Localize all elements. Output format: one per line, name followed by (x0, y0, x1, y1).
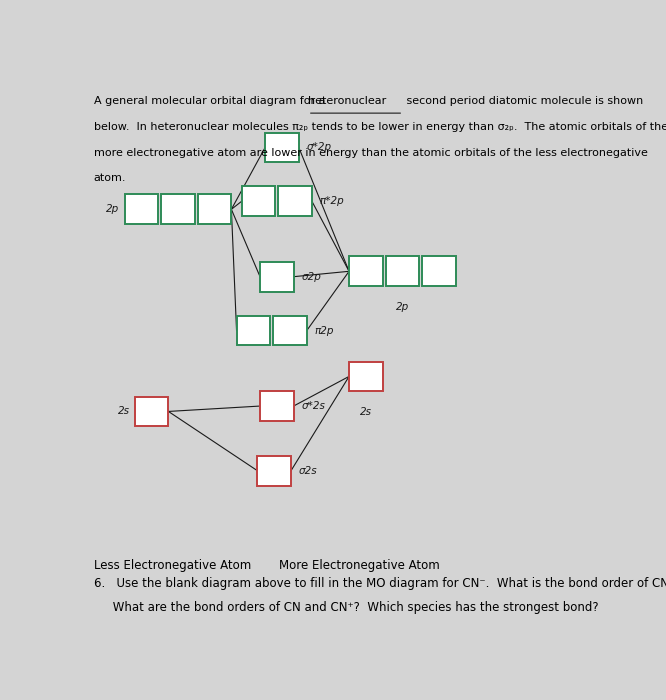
Text: second period diatomic molecule is shown: second period diatomic molecule is shown (403, 96, 643, 106)
Text: σ2s: σ2s (299, 466, 318, 476)
Bar (349, 362, 382, 391)
Bar (422, 256, 456, 286)
Bar (135, 397, 168, 426)
Text: A general molecular orbital diagram for a: A general molecular orbital diagram for … (93, 96, 328, 106)
Text: 2p: 2p (106, 204, 119, 214)
Text: below.  In heteronuclear molecules π₂ₚ tends to be lower in energy than σ₂ₚ.  Th: below. In heteronuclear molecules π₂ₚ te… (93, 122, 666, 132)
Bar (265, 132, 299, 162)
Bar (278, 186, 312, 216)
Text: 2s: 2s (360, 407, 372, 417)
Bar (260, 262, 294, 291)
Text: π*2p: π*2p (320, 196, 344, 206)
Bar (161, 195, 194, 224)
Text: 2p: 2p (396, 302, 409, 312)
Text: π2p: π2p (314, 326, 334, 335)
Text: heteronuclear: heteronuclear (308, 96, 386, 106)
Bar (349, 256, 382, 286)
Text: more electronegative atom are lower in energy than the atomic orbitals of the le: more electronegative atom are lower in e… (93, 148, 647, 158)
Text: 2s: 2s (118, 407, 130, 416)
Text: More Electronegative Atom: More Electronegative Atom (280, 559, 440, 572)
Bar (386, 256, 420, 286)
Text: atom.: atom. (93, 174, 126, 183)
Bar (125, 195, 158, 224)
Text: σ*2s: σ*2s (301, 401, 325, 411)
Bar (260, 391, 294, 421)
Bar (258, 456, 291, 486)
Bar (242, 186, 275, 216)
Text: 6.   Use the blank diagram above to fill in the MO diagram for CN⁻.  What is the: 6. Use the blank diagram above to fill i… (93, 578, 666, 590)
Text: σ*2p: σ*2p (306, 142, 332, 153)
Bar (273, 316, 307, 345)
Bar (198, 195, 231, 224)
Text: σ2p: σ2p (301, 272, 321, 281)
Bar (236, 316, 270, 345)
Text: Less Electronegative Atom: Less Electronegative Atom (93, 559, 251, 572)
Text: What are the bond orders of CN and CN⁺?  Which species has the strongest bond?: What are the bond orders of CN and CN⁺? … (93, 601, 598, 615)
